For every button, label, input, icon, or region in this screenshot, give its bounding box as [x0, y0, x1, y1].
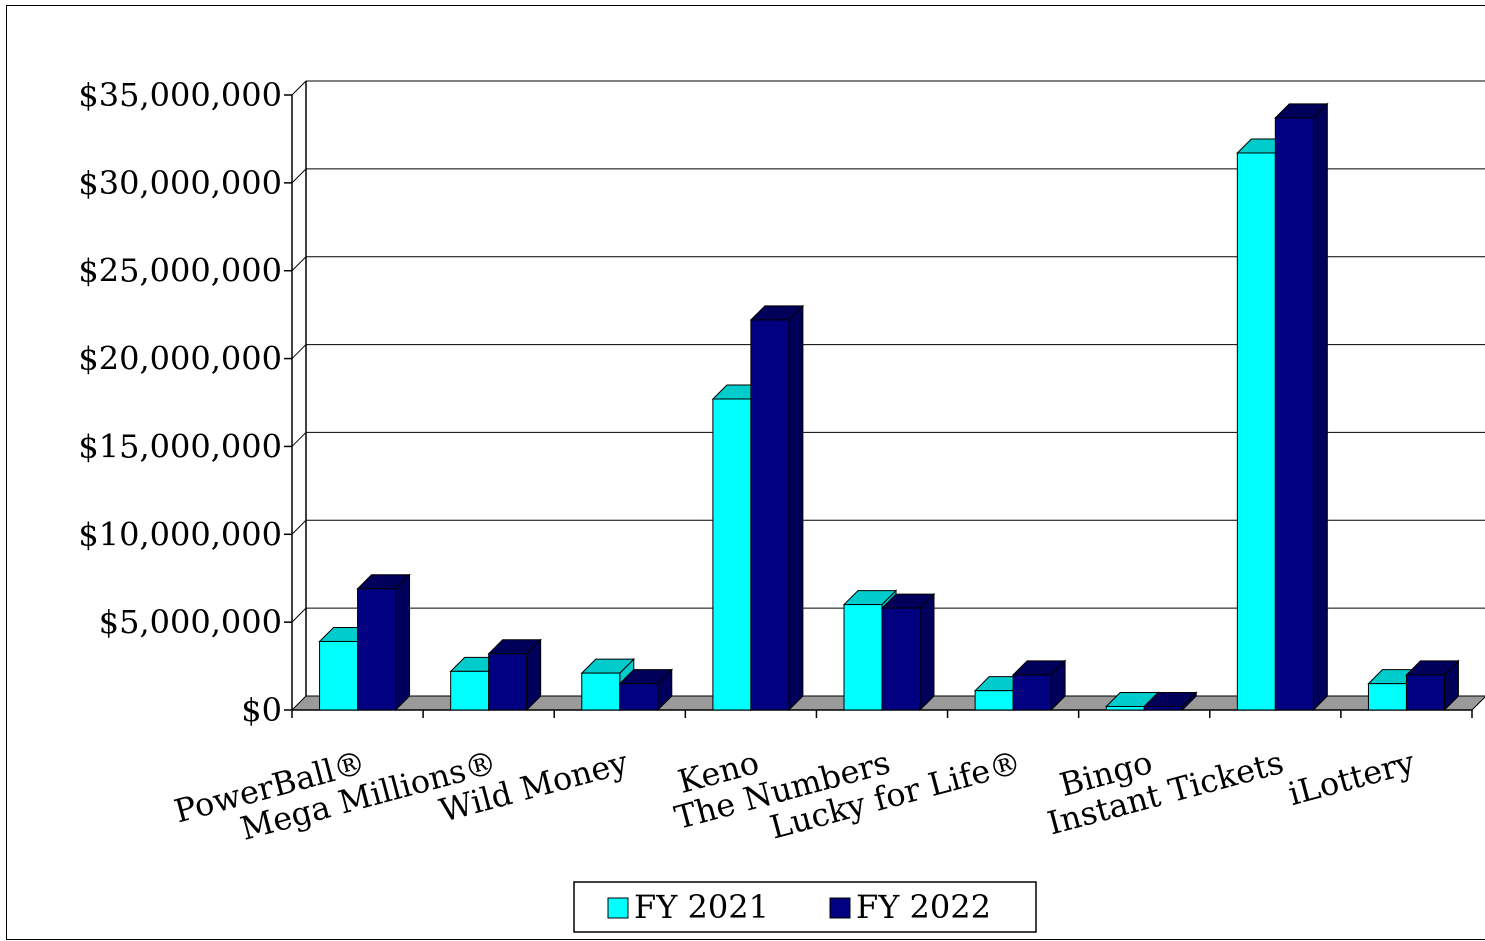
y-tick-label: $5,000,000 — [99, 603, 282, 641]
bar-side — [1312, 102, 1328, 712]
bar-fy-2022-powerball — [356, 573, 411, 712]
legend: FY 2021 FY 2022 — [573, 881, 1037, 933]
y-tick-label: $10,000,000 — [78, 515, 282, 553]
bar-front — [357, 588, 397, 711]
bar-front — [843, 604, 883, 711]
bar-front — [881, 607, 921, 711]
bar-side — [395, 573, 411, 712]
bar-fy-2022-lucky-for-life — [1011, 659, 1067, 712]
bar-front — [1236, 152, 1276, 711]
bar-front — [1367, 683, 1407, 711]
bar-front — [712, 398, 752, 711]
bar-front — [619, 683, 659, 711]
bar-front — [1143, 705, 1183, 711]
y-tick-label: $20,000,000 — [78, 340, 282, 378]
bar-front — [750, 319, 790, 711]
y-tick-labels: $0 $5,000,000 $10,000,000 $15,000,000 $20,00… — [78, 76, 282, 729]
gridline-depth — [291, 80, 307, 96]
bar-front — [488, 653, 528, 711]
bar-fy-2022-the-numbers — [880, 592, 936, 712]
bar-fy-2022-bingo — [1143, 691, 1198, 712]
y-tick-label: $0 — [241, 691, 282, 729]
gridline-depth — [291, 432, 307, 447]
gridline-depth — [291, 256, 307, 272]
gridline-depth — [291, 344, 307, 359]
gridline-depth — [291, 519, 307, 535]
bar-side — [788, 304, 804, 712]
legend-swatch-fy-2021 — [607, 897, 629, 919]
bars — [318, 102, 1460, 712]
bar-fy-2022-mega-millions — [487, 638, 542, 712]
bar-front — [974, 690, 1014, 711]
bar-front — [1405, 674, 1445, 711]
bar-fy-2022-ilottery — [1405, 659, 1460, 712]
gridline-depth — [291, 168, 307, 184]
bar-fy-2022-keno — [749, 304, 805, 712]
legend-swatch-fy-2022 — [829, 897, 851, 919]
bar-front — [450, 670, 490, 711]
legend-box — [573, 881, 1037, 933]
bar-front — [1012, 674, 1052, 711]
bar-front — [1274, 117, 1314, 711]
x-tick-label-ilottery: iLottery — [1284, 743, 1418, 813]
legend-label-fy-2022: FY 2022 — [856, 888, 991, 926]
bar-front — [581, 672, 621, 711]
bar-fy-2022-instant-tickets — [1274, 102, 1329, 712]
bar-front — [1105, 705, 1145, 711]
x-tick-labels: PowerBall®Mega Millions®Wild Money KenoTh… — [170, 743, 1418, 848]
legend-label-fy-2021: FY 2021 — [634, 888, 769, 926]
y-tick-label: $25,000,000 — [78, 252, 282, 290]
y-tick-label: $15,000,000 — [78, 427, 282, 465]
y-tick-label: $35,000,000 — [78, 76, 282, 114]
bar-fy-2022-wild-money — [618, 668, 673, 712]
gridline-depth — [291, 607, 307, 623]
bar-front — [319, 640, 359, 711]
bar-side — [919, 592, 935, 712]
y-tick-label: $30,000,000 — [78, 164, 282, 202]
